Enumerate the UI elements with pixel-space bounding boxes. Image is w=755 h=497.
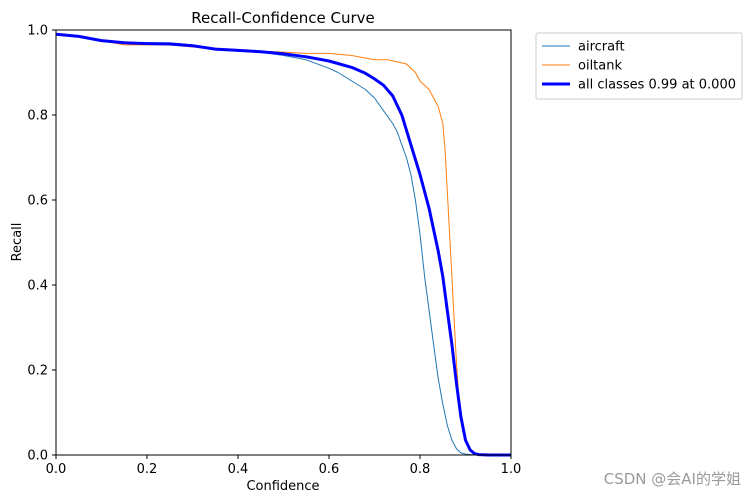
y-tick-label: 0.6 (27, 194, 48, 209)
legend-box (535, 32, 743, 100)
plot-frame (55, 29, 512, 456)
series-line-aircraft (55, 33, 511, 456)
x-axis-label: Confidence (246, 479, 319, 494)
x-tick-label: 0.8 (410, 462, 431, 477)
y-tick-label: 0.8 (27, 109, 48, 124)
x-tick-label: 0.2 (137, 462, 158, 477)
series-line-oiltank (55, 33, 511, 456)
y-tick-label: 0.2 (27, 364, 48, 379)
legend-label: aircraft (578, 40, 625, 55)
y-tick-label: 0.4 (27, 279, 48, 294)
y-tick-label: 0.0 (27, 449, 48, 464)
y-axis-ticks: 0.0 0.2 0.4 0.6 0.8 1.0 (27, 24, 56, 464)
x-tick-label: 0.0 (46, 462, 67, 477)
legend-label: all classes 0.99 at 0.000 (578, 78, 736, 93)
series-layer (55, 32, 511, 457)
watermark: CSDN @会AI的学姐 (603, 470, 741, 488)
legend-items: aircraft oiltank all classes 0.99 at 0.000 (542, 40, 736, 93)
plot-area (55, 29, 512, 457)
chart-title: Recall-Confidence Curve (191, 9, 375, 27)
legend-label: oiltank (578, 59, 622, 74)
y-tick-label: 1.0 (27, 24, 48, 39)
x-tick-label: 0.4 (228, 462, 249, 477)
y-axis-label: Recall (10, 223, 25, 262)
x-axis-ticks: 0.0 0.2 0.4 0.6 0.8 1.0 (46, 455, 522, 477)
x-tick-label: 1.0 (501, 462, 522, 477)
series-line-all (55, 32, 511, 457)
legend: aircraft oiltank all classes 0.99 at 0.000 (535, 32, 743, 100)
x-tick-label: 0.6 (319, 462, 340, 477)
